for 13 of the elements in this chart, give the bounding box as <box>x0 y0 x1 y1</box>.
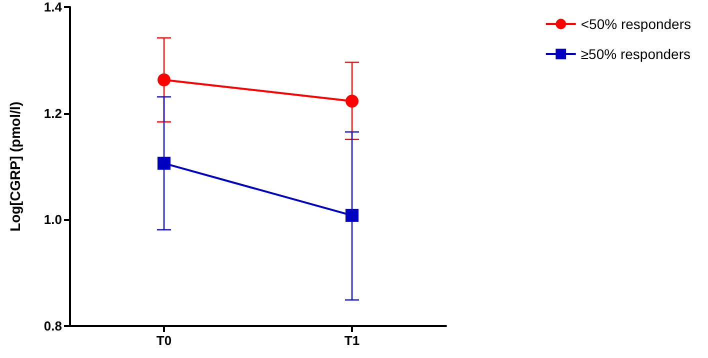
y-tick-label: 1.4 <box>44 0 63 14</box>
x-tick-label: T1 <box>344 333 360 348</box>
legend-label: <50% responders <box>580 16 692 32</box>
legend-label: ≥50% responders <box>580 46 691 62</box>
y-tick-label: 0.8 <box>44 318 62 334</box>
y-tick-label: 1.0 <box>44 212 62 228</box>
point <box>346 94 358 108</box>
point <box>346 208 358 222</box>
y-axis-title: Log[CGRP] (pmol/l) <box>7 102 23 232</box>
point <box>158 156 170 170</box>
point <box>158 73 170 86</box>
y-tick-label: 1.2 <box>44 106 62 121</box>
x-tick-label: T0 <box>156 333 172 348</box>
